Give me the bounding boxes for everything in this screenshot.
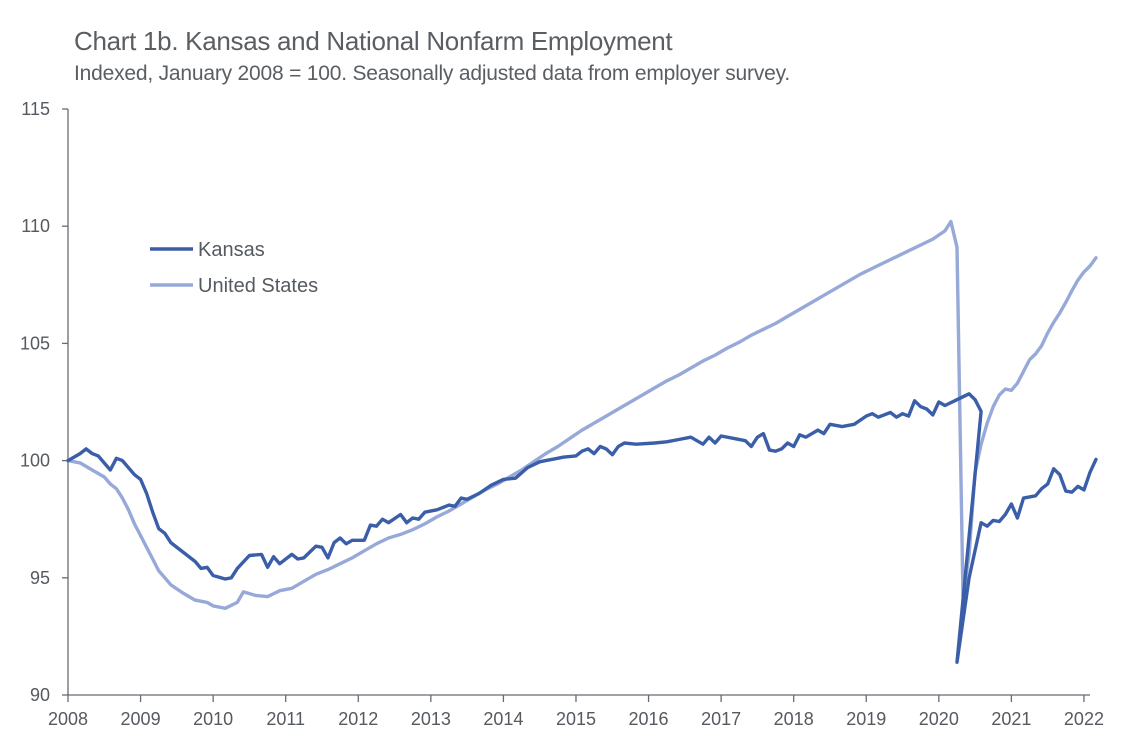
x-tick-label: 2011 bbox=[266, 709, 305, 729]
series-line-united-states bbox=[66, 219, 1098, 610]
y-tick-label: 95 bbox=[30, 568, 50, 588]
x-tick-label: 2016 bbox=[629, 709, 669, 729]
x-tick-label: 2021 bbox=[991, 709, 1031, 729]
legend-label-united-states: United States bbox=[198, 275, 318, 297]
legend-label-kansas: Kansas bbox=[198, 239, 265, 261]
series-layer bbox=[66, 219, 1098, 664]
axes: 90 95 100 105 110 115 2008 2009 2010 2011 2012 2013… bbox=[20, 99, 1104, 729]
x-tick-label: 2012 bbox=[338, 709, 378, 729]
legend: Kansas United States bbox=[150, 239, 318, 297]
x-tick-label: 2019 bbox=[846, 709, 886, 729]
chart-title: Chart 1b. Kansas and National Nonfarm Em… bbox=[74, 26, 673, 56]
x-tick-label: 2008 bbox=[48, 709, 88, 729]
x-tick-label: 2013 bbox=[411, 709, 451, 729]
x-tick-label: 2015 bbox=[556, 709, 596, 729]
x-tick-label: 2018 bbox=[774, 709, 814, 729]
x-tick-label: 2010 bbox=[193, 709, 233, 729]
x-tick-label: 2020 bbox=[919, 709, 959, 729]
y-tick-label: 115 bbox=[21, 99, 50, 119]
y-tick-label: 110 bbox=[21, 216, 50, 236]
chart-subtitle: Indexed, January 2008 = 100. Seasonally … bbox=[74, 62, 790, 85]
series-line-kansas bbox=[66, 392, 1098, 664]
y-tick-label: 90 bbox=[30, 685, 50, 705]
x-tick-label: 2009 bbox=[121, 709, 161, 729]
x-tick-label: 2022 bbox=[1064, 709, 1104, 729]
x-tick-label: 2017 bbox=[701, 709, 741, 729]
y-tick-label: 105 bbox=[20, 333, 50, 353]
x-tick-label: 2014 bbox=[483, 709, 523, 729]
y-tick-label: 100 bbox=[20, 451, 50, 471]
